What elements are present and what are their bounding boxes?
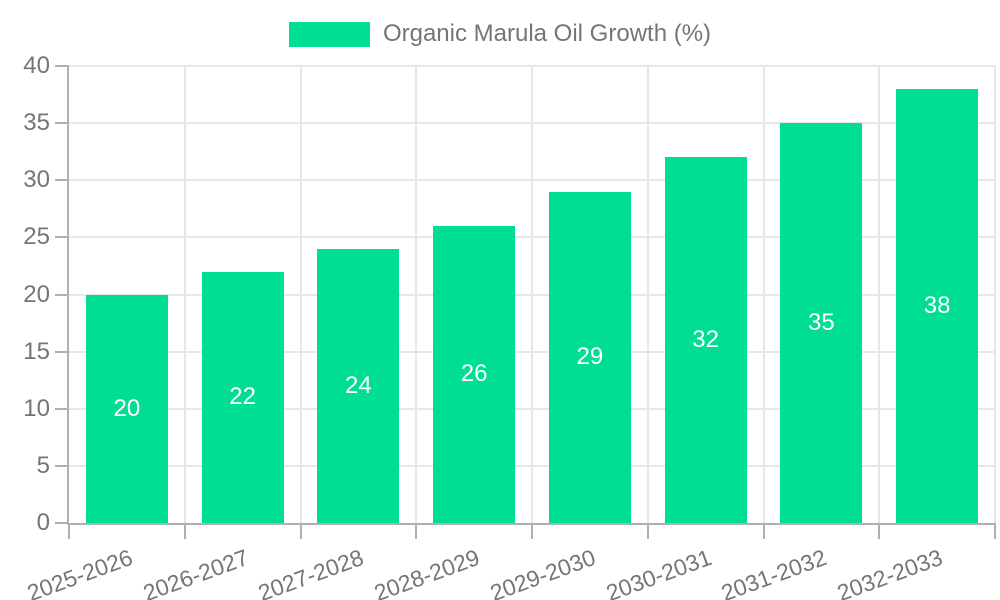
x-axis-tick bbox=[878, 523, 881, 539]
y-tick-label: 10 bbox=[23, 394, 50, 422]
x-category-label-text: 2026-2027 bbox=[139, 544, 252, 600]
x-axis bbox=[67, 523, 995, 525]
bar-value-label: 24 bbox=[345, 371, 372, 399]
legend-label: Organic Marula Oil Growth (%) bbox=[382, 20, 712, 47]
gridline-vertical bbox=[415, 66, 418, 523]
x-axis-tick bbox=[531, 523, 533, 539]
y-axis-tick bbox=[55, 407, 69, 410]
x-category-label-text: 2025-2026 bbox=[23, 544, 136, 600]
x-category-label-text: 2032-2033 bbox=[833, 544, 947, 600]
gridline-vertical bbox=[531, 66, 533, 523]
bar-value-label: 29 bbox=[576, 343, 604, 371]
gridline-vertical bbox=[762, 66, 765, 523]
y-axis-tick bbox=[55, 293, 69, 296]
x-category-label-text: 2028-2029 bbox=[370, 544, 484, 600]
y-tick-label: 25 bbox=[23, 223, 50, 251]
y-axis-tick bbox=[55, 179, 69, 182]
bar[interactable]: 26 bbox=[433, 225, 516, 523]
y-axis bbox=[67, 66, 69, 525]
x-category-label-text: 2030-2031 bbox=[602, 544, 715, 600]
x-axis-tick bbox=[183, 523, 186, 539]
bar-value-label: 22 bbox=[229, 383, 256, 411]
y-tick-label: 30 bbox=[23, 166, 50, 194]
x-axis-tick bbox=[762, 523, 765, 539]
bar[interactable]: 35 bbox=[780, 123, 863, 523]
gridline-vertical bbox=[183, 66, 186, 523]
x-category-label-text: 2031-2032 bbox=[718, 544, 831, 600]
x-axis-tick bbox=[68, 523, 70, 539]
bar[interactable]: 24 bbox=[317, 248, 400, 523]
legend-item[interactable]: Organic Marula Oil Growth (%) bbox=[288, 20, 712, 48]
bar-value-label: 20 bbox=[113, 394, 141, 422]
x-category-label-text: 2027-2028 bbox=[255, 544, 368, 600]
bar[interactable]: 29 bbox=[548, 191, 631, 523]
y-axis-tick bbox=[55, 236, 69, 239]
gridline-vertical bbox=[299, 66, 302, 523]
y-tick-label: 35 bbox=[23, 109, 50, 137]
legend-swatch bbox=[288, 21, 370, 47]
bar[interactable]: 20 bbox=[85, 294, 168, 523]
x-axis-tick bbox=[299, 523, 302, 539]
x-axis-tick bbox=[994, 523, 996, 539]
y-axis-tick bbox=[55, 464, 69, 467]
legend: Organic Marula Oil Growth (%) bbox=[0, 20, 1000, 48]
y-tick-label: 0 bbox=[36, 509, 50, 536]
x-axis-tick bbox=[646, 523, 649, 539]
bar-value-label: 35 bbox=[808, 309, 835, 337]
y-tick-label: 20 bbox=[23, 280, 50, 308]
bar[interactable]: 22 bbox=[201, 271, 284, 523]
bar-value-label: 32 bbox=[692, 326, 719, 354]
y-tick-label: 40 bbox=[23, 52, 50, 79]
x-axis-tick bbox=[415, 523, 418, 539]
y-tick-label: 5 bbox=[36, 451, 50, 479]
y-tick-label: 15 bbox=[23, 337, 50, 365]
y-axis-tick bbox=[55, 65, 69, 67]
y-axis-tick bbox=[55, 122, 69, 125]
y-axis-tick bbox=[55, 350, 69, 353]
gridline-vertical bbox=[878, 66, 881, 523]
bar[interactable]: 32 bbox=[664, 157, 747, 523]
bar[interactable]: 38 bbox=[896, 88, 979, 523]
y-axis-tick bbox=[55, 522, 69, 524]
gridline-vertical bbox=[994, 66, 996, 523]
gridline-vertical bbox=[646, 66, 649, 523]
x-category-label-text: 2029-2030 bbox=[486, 544, 599, 600]
bar-value-label: 26 bbox=[460, 360, 488, 388]
bar-value-label: 38 bbox=[923, 291, 951, 319]
